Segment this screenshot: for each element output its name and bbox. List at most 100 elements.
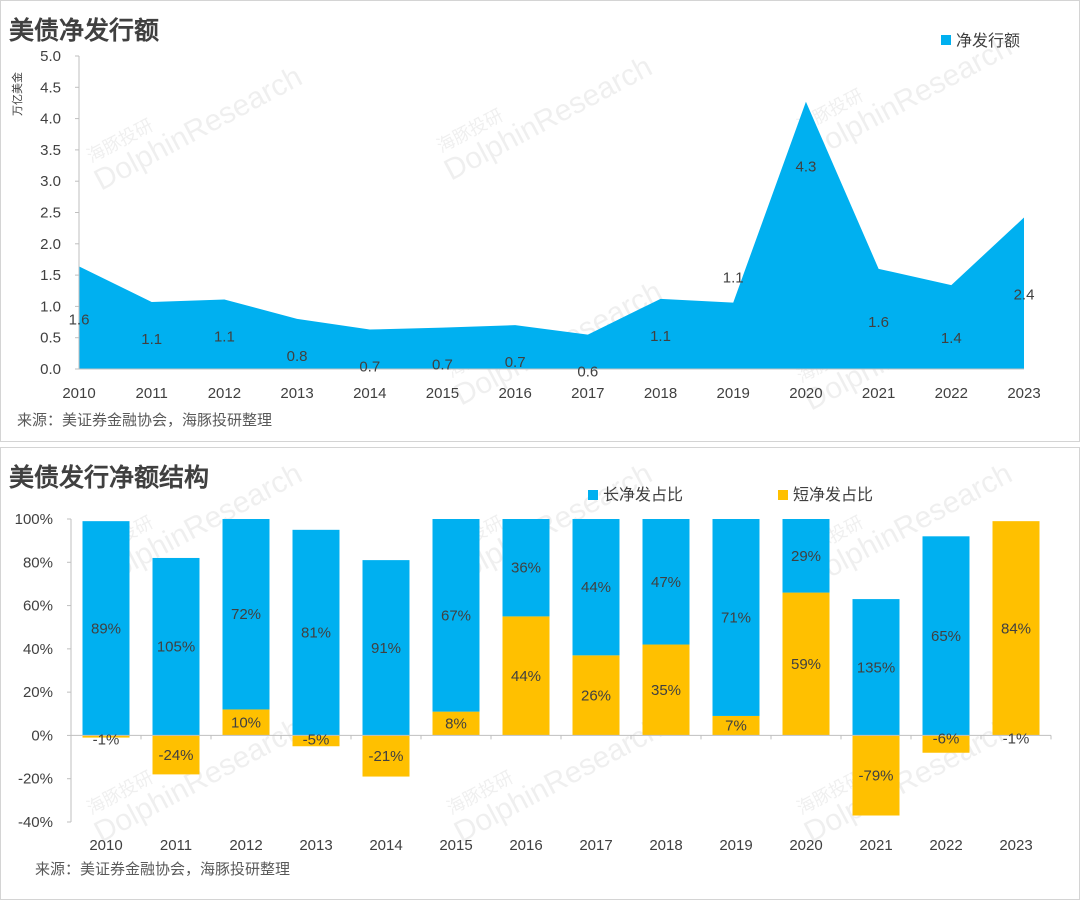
bar-long-term-share xyxy=(642,519,690,645)
data-label-long-term: 89% xyxy=(91,620,121,637)
x-tick-label: 2018 xyxy=(644,385,677,402)
bar-long-term-share xyxy=(82,521,130,736)
bar-short-term-share xyxy=(712,715,760,736)
x-tick-label: 2013 xyxy=(280,385,313,402)
data-label-long-term: 47% xyxy=(651,574,681,591)
data-label-short-term: -24% xyxy=(158,747,193,764)
x-tick-label: 2019 xyxy=(719,837,752,854)
x-tick-label: 2010 xyxy=(89,837,122,854)
y-tick-label: 2.0 xyxy=(40,236,61,253)
data-label: 1.1 xyxy=(214,329,235,346)
x-tick-label: 2021 xyxy=(862,385,895,402)
bar-short-term-share xyxy=(432,711,480,736)
bar-short-term-share xyxy=(362,735,410,777)
x-tick-label: 2015 xyxy=(426,385,459,402)
data-label-long-term: 91% xyxy=(371,640,401,657)
data-label-short-term: 84% xyxy=(1001,620,1031,637)
data-label-long-term: 105% xyxy=(157,639,195,656)
x-tick-label: 2017 xyxy=(579,837,612,854)
bar-short-term-share xyxy=(82,735,130,738)
bar-short-term-share xyxy=(572,655,620,736)
data-label-long-term: 36% xyxy=(511,560,541,577)
bar-short-term-share xyxy=(292,735,340,747)
legend-label-long-term: 长净发占比 xyxy=(603,485,683,504)
data-label-long-term: 135% xyxy=(857,659,895,676)
x-tick-label: 2020 xyxy=(789,385,822,402)
data-label-short-term: -1% xyxy=(93,731,120,748)
y-tick-label: 20% xyxy=(23,684,53,701)
x-tick-label: 2016 xyxy=(509,837,542,854)
legend: 长净发占比 短净发占比 xyxy=(588,485,873,504)
chart-title: 美债发行净额结构 xyxy=(9,463,209,492)
x-tick-label: 2015 xyxy=(439,837,472,854)
x-tick-label: 2014 xyxy=(369,837,402,854)
legend-label-net-issuance: 净发行额 xyxy=(956,31,1020,50)
y-tick-label: 1.0 xyxy=(40,298,61,315)
bar-long-term-share xyxy=(572,519,620,656)
y-tick-label: 100% xyxy=(15,511,53,528)
bar-long-term-share xyxy=(222,519,270,710)
y-tick-label: 2.5 xyxy=(40,205,61,222)
legend: 净发行额 xyxy=(941,31,1020,50)
legend-label-short-term: 短净发占比 xyxy=(793,485,873,504)
data-label-short-term: 35% xyxy=(651,682,681,699)
x-tick-label: 2023 xyxy=(1007,385,1040,402)
data-label-short-term: -79% xyxy=(858,767,893,784)
y-tick-label: 0.0 xyxy=(40,361,61,378)
bar-short-term-share xyxy=(502,616,550,736)
data-label-long-term: 44% xyxy=(581,579,611,596)
x-tick-label: 2023 xyxy=(999,837,1032,854)
bar-long-term-share xyxy=(362,560,410,736)
bar-short-term-share xyxy=(152,735,200,775)
data-label-long-term: -1% xyxy=(1003,730,1030,747)
y-tick-label: -20% xyxy=(18,771,53,788)
data-label: 1.4 xyxy=(941,330,962,347)
y-tick-label: 0.5 xyxy=(40,330,61,347)
bar-short-term-share xyxy=(922,735,970,753)
bar-long-term-share xyxy=(432,519,480,712)
bar-long-term-share xyxy=(852,599,900,736)
x-tick-label: 2013 xyxy=(299,837,332,854)
x-tick-label: 2011 xyxy=(136,385,168,402)
data-label: 4.3 xyxy=(795,159,816,176)
data-label-short-term: 7% xyxy=(725,718,747,735)
y-tick-label: 3.0 xyxy=(40,173,61,190)
x-tick-label: 2017 xyxy=(571,385,604,402)
data-label: 0.6 xyxy=(577,364,598,381)
y-tick-label: 5.0 xyxy=(40,48,61,65)
x-tick-label: 2010 xyxy=(62,385,95,402)
bar-short-term-share xyxy=(782,592,830,736)
x-tick-label: 2018 xyxy=(649,837,682,854)
data-label: 1.1 xyxy=(723,270,744,287)
bar-long-term-share xyxy=(922,536,970,736)
data-label-long-term: 29% xyxy=(791,548,821,565)
source-note: 来源：美证券金融协会，海豚投研整理 xyxy=(35,860,290,878)
bar-long-term-share xyxy=(502,519,550,617)
chart-title: 美债净发行额 xyxy=(9,16,159,45)
x-tick-label: 2022 xyxy=(929,837,962,854)
y-tick-label: 3.5 xyxy=(40,142,61,159)
data-label: 1.1 xyxy=(650,328,671,345)
y-tick-label: -40% xyxy=(18,814,53,831)
data-label-short-term: -5% xyxy=(303,731,330,748)
y-tick-label: 40% xyxy=(23,641,53,658)
data-label: 0.7 xyxy=(432,357,453,374)
y-tick-label: 4.0 xyxy=(40,111,61,128)
x-tick-label: 2021 xyxy=(859,837,892,854)
y-tick-label: 60% xyxy=(23,598,53,615)
data-label: 1.1 xyxy=(141,331,162,348)
x-tick-label: 2012 xyxy=(208,385,241,402)
y-tick-label: 80% xyxy=(23,554,53,571)
data-label-short-term: 26% xyxy=(581,687,611,704)
issuance-structure-panel: DolphinResearch海豚投研DolphinResearch海豚投研Do… xyxy=(0,447,1080,900)
data-label-short-term: 10% xyxy=(231,714,261,731)
data-label: 0.8 xyxy=(287,348,308,365)
data-label-long-term: 65% xyxy=(931,628,961,645)
data-label-long-term: 81% xyxy=(301,625,331,642)
bar-short-term-share xyxy=(992,521,1040,736)
y-tick-label: 4.5 xyxy=(40,79,61,96)
data-label-short-term: -6% xyxy=(933,730,960,747)
data-label-long-term: 72% xyxy=(231,606,261,623)
x-tick-label: 2014 xyxy=(353,385,386,402)
